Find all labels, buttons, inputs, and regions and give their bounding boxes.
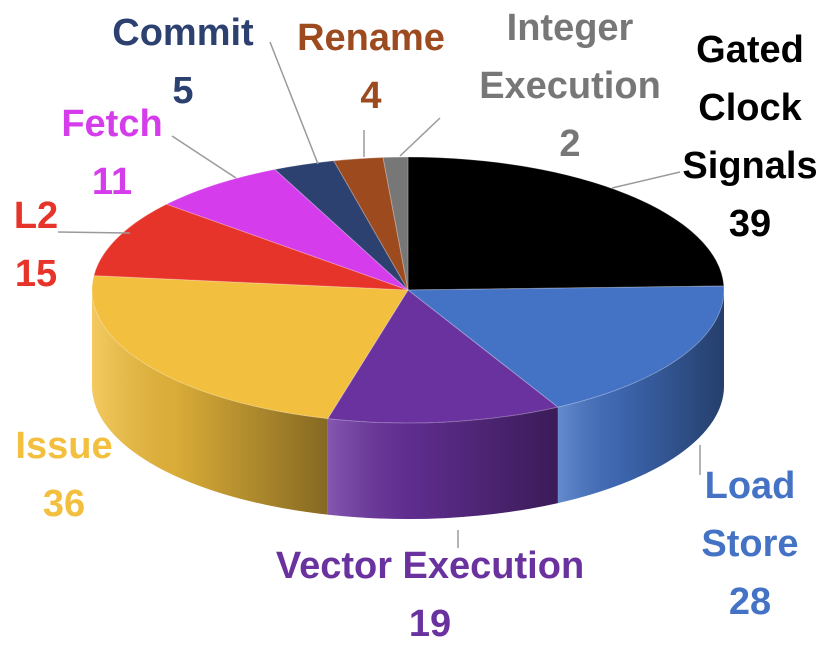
data-label-line: Gated — [696, 29, 804, 71]
data-label-line: Commit — [112, 12, 254, 54]
data-label-line: 11 — [92, 161, 132, 203]
pie-slice-rename — [332, 156, 409, 291]
leader-line-group — [57, 41, 701, 548]
data-label-line: 5 — [172, 70, 193, 112]
data-label-line: Fetch — [61, 103, 162, 145]
pie-slice-gated-clock-signals — [407, 156, 725, 291]
data-label-line: 39 — [729, 203, 771, 245]
pie-slice-commit — [273, 160, 409, 291]
data-label-line: 4 — [360, 75, 381, 117]
data-label-line: Vector Execution — [276, 545, 584, 587]
leader-line — [269, 41, 319, 165]
pie-side-group — [92, 290, 724, 519]
data-label-fetch: Fetch 11 — [61, 103, 162, 203]
data-label-line: 15 — [15, 253, 57, 295]
data-label-line: Issue — [15, 425, 112, 467]
data-label-issue: Issue 36 — [15, 425, 112, 525]
pie-slice-issue — [91, 275, 409, 420]
pie-side-shade — [327, 407, 558, 519]
pie-top-group — [91, 156, 725, 424]
data-label-gated-clock-signals: Gated Clock Signals 39 — [682, 29, 817, 245]
pie-slice-l2 — [93, 203, 409, 291]
pie-side-shade — [92, 290, 328, 515]
data-label-line: Rename — [297, 17, 445, 59]
data-label-load-store: Load Store 28 — [701, 465, 798, 623]
data-label-commit: Commit 5 — [112, 12, 254, 112]
data-label-line: 2 — [559, 123, 580, 165]
pie-slice-fetch — [165, 168, 409, 291]
data-label-group: Gated Clock Signals 39 Load Store 28 Vector Exe… — [14, 7, 818, 645]
data-label-line: L2 — [14, 195, 58, 237]
data-label-line: Integer — [507, 7, 634, 49]
leader-line — [171, 135, 237, 179]
data-label-line: 36 — [43, 483, 85, 525]
leader-line — [611, 171, 681, 189]
data-label-line: Store — [701, 523, 798, 565]
data-label-rename: Rename 4 — [297, 17, 445, 117]
data-label-vector-execution: Vector Execution 19 — [276, 545, 584, 645]
data-label-line: Clock — [698, 87, 802, 129]
pie-slice-integer-execution — [382, 156, 409, 291]
leader-line — [57, 231, 131, 234]
data-label-line: Load — [705, 465, 796, 507]
data-label-line: Signals — [682, 145, 817, 187]
pie-slice-load-store — [406, 285, 725, 408]
pie-side-shade — [557, 290, 724, 504]
data-label-l2: L2 15 — [14, 195, 58, 295]
data-label-line: 19 — [409, 603, 451, 645]
leader-line — [399, 117, 441, 157]
data-label-line: Execution — [479, 65, 661, 107]
data-label-integer-execution: Integer Execution 2 — [479, 7, 661, 165]
data-label-line: 28 — [729, 581, 771, 623]
pie-slice-vector-execution — [326, 289, 559, 424]
